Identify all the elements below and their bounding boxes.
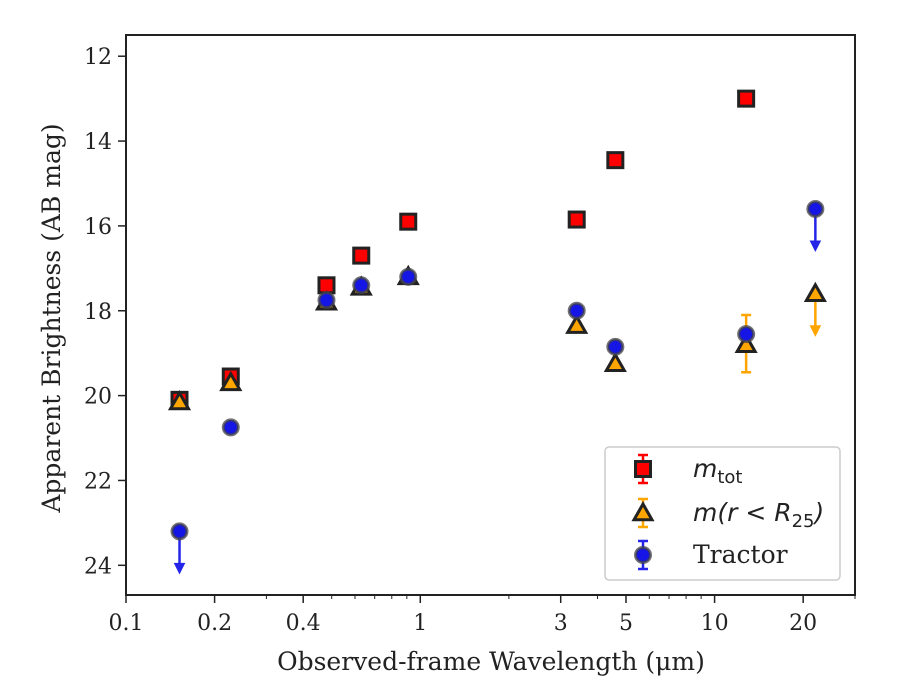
y-tick-label: 16 [84,215,112,240]
circle-marker [317,291,336,310]
y-tick-label: 12 [84,45,112,70]
x-tick-label: 5 [619,611,633,636]
data-point [606,151,625,170]
square-marker [737,89,756,108]
x-tick-label: 0.4 [286,611,321,636]
data-point [219,370,243,392]
data-point [806,199,825,253]
data-point [603,351,627,373]
x-tick-label: 0.2 [197,611,232,636]
square-marker [606,151,625,170]
circle-marker [352,276,371,295]
upper-limit-arrowhead [809,240,822,253]
triangle-marker [631,500,655,522]
upper-limit-arrowhead [809,325,822,337]
legend-entry: m(r < R25) [631,497,824,532]
legend-box [604,446,841,581]
series-layer [167,89,827,575]
triangle-marker [167,389,192,411]
legend-label: Tractor [693,540,788,569]
square-marker [399,212,418,231]
data-point [567,210,586,229]
triangle-marker [219,370,243,392]
square-marker [634,460,652,478]
upper-limit-arrowhead [173,562,186,575]
circle-marker [806,199,825,218]
data-point [606,337,625,356]
triangle-marker [603,351,627,373]
square-marker [567,210,586,229]
legend-entry: mtot [634,453,743,488]
data-point [167,389,192,411]
data-point [565,313,589,334]
data-point [352,276,371,295]
data-point [352,246,371,265]
plot-frame [125,34,856,596]
circle-marker [737,325,756,344]
x-tick-label: 20 [789,611,817,636]
x-tick-label: 1 [413,611,427,636]
series-1 [167,264,827,411]
y-tick-label: 14 [84,130,112,155]
data-point [221,418,240,437]
y-tick-label: 24 [84,554,112,579]
data-point [399,212,418,231]
legend-label: mtot [693,454,743,488]
triangle-marker [565,313,589,334]
x-tick-label: 10 [701,611,729,636]
y-tick-label: 22 [84,469,112,494]
x-axis-label: Observed-frame Wavelength (μm) [277,647,705,676]
triangle-marker [734,332,758,353]
data-point [567,301,586,320]
circle-marker [567,301,586,320]
data-point [737,89,756,108]
data-point [737,325,756,344]
data-point [170,522,189,575]
data-point [399,267,418,286]
legend: mtot m(r < R25) Tractor [604,446,841,581]
y-tick-label: 20 [84,385,112,410]
x-tick-label: 0.1 [109,611,144,636]
circle-marker [606,337,625,356]
legend-label: m(r < R25) [693,498,824,532]
circle-marker [634,546,652,564]
legend-entry: Tractor [634,539,788,571]
circle-marker [221,418,240,437]
y-axis-label: Apparent Brightness (AB mag) [37,123,66,513]
x-tick-label: 3 [554,611,568,636]
data-point [734,313,758,374]
square-marker [352,246,371,265]
circle-marker [399,267,418,286]
y-tick-label: 18 [84,300,112,325]
axis-ticks: 0.1 0.2 0.4 1 3 5 10 20 12 14 16 18 20 22 24 [84,45,856,636]
data-point [803,281,827,337]
circle-marker [170,522,189,541]
data-point [317,291,336,310]
triangle-marker [803,281,827,303]
axes-frame [125,34,856,596]
series-0 [170,89,756,409]
series-2 [170,199,825,575]
